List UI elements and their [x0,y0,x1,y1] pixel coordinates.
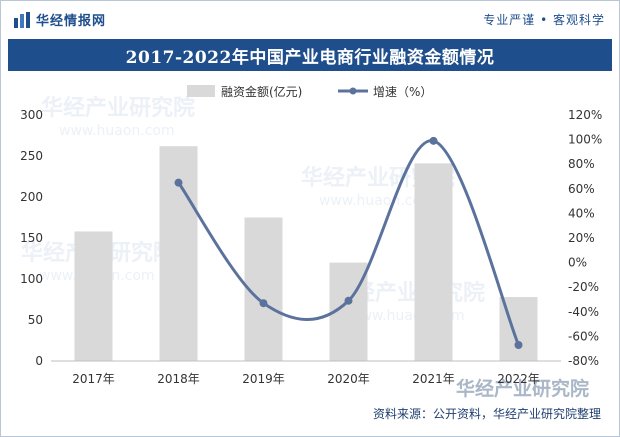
watermark-url: www.huaon.com [319,193,435,209]
chart-title: 2017-2022年中国产业电商行业融资金额情况 [125,47,495,68]
growth-point [259,299,268,308]
right-tick-label: -60% [568,329,599,343]
watermark-url: www.huaon.com [59,123,175,139]
legend-bar-swatch [187,85,215,97]
left-tick-label: 150 [20,231,43,245]
right-tick-label: 40% [568,206,595,220]
right-tick-label: 100% [568,133,602,147]
x-axis: 2017年 2018年 2019年 2020年 2021年 2022年 [51,360,561,386]
growth-point [344,296,353,305]
legend-line-marker [349,87,357,95]
right-tick-label: -40% [568,305,599,319]
right-tick-label: 120% [568,108,602,122]
right-tick-label: 20% [568,231,595,245]
right-tick-label: -80% [568,354,599,368]
source-note: 资料来源：公开资料，华经产业研究院整理 [372,407,601,421]
growth-point [514,341,523,350]
brand-name: 华经情报网 [36,14,107,29]
bar [74,231,113,361]
top-bar: 华经情报网 专业严谨 • 客观科学 [1,1,619,35]
bar-series [74,146,538,361]
x-tick-label: 2019年 [242,372,285,386]
bar [159,146,198,361]
left-tick-label: 300 [20,108,43,122]
huajing-logo-icon [14,11,30,28]
growth-point [429,136,438,145]
title-bar: 2017-2022年中国产业电商行业融资金额情况 [8,39,612,71]
right-tick-label: 0% [568,256,587,270]
legend: 融资金额(亿元) 增速（%） [187,84,432,99]
line-series [174,136,523,350]
left-tick-label: 200 [20,190,43,204]
left-axis: 0 50 100 150 200 250 300 [20,108,43,368]
x-tick-label: 2022年 [497,372,540,386]
brand: 华经情报网 [13,10,106,29]
right-tick-label: 60% [568,182,595,196]
right-tick-label: -20% [568,280,599,294]
x-tick-label: 2020年 [327,372,370,386]
growth-line [177,139,520,346]
left-tick-label: 0 [35,354,43,368]
legend-bar-label: 融资金额(亿元) [221,84,302,99]
watermark-text: 华经产业研究院 [41,95,195,121]
left-tick-label: 100 [20,272,43,286]
x-tick-label: 2018年 [157,372,200,386]
x-tick-label: 2021年 [412,372,455,386]
legend-line-label: 增速（%） [373,85,432,99]
x-tick-label: 2017年 [72,372,115,386]
right-tick-label: 80% [568,157,595,171]
bar [244,217,283,361]
watermark-corner-text: 华经产业研究院 [456,377,589,400]
chart-area: 华经产业研究院 www.huaon.com 华经产业研究院 www.huaon.com… [20,84,602,400]
left-tick-label: 250 [20,149,43,163]
bar [414,163,453,361]
left-tick-label: 50 [28,313,43,327]
right-axis: -80% -60% -40% -20% 0% 20% 40% 60% 80% 100% 120% [568,108,602,368]
slogan: 专业严谨 • 客观科学 [483,13,605,27]
growth-point [174,178,183,187]
